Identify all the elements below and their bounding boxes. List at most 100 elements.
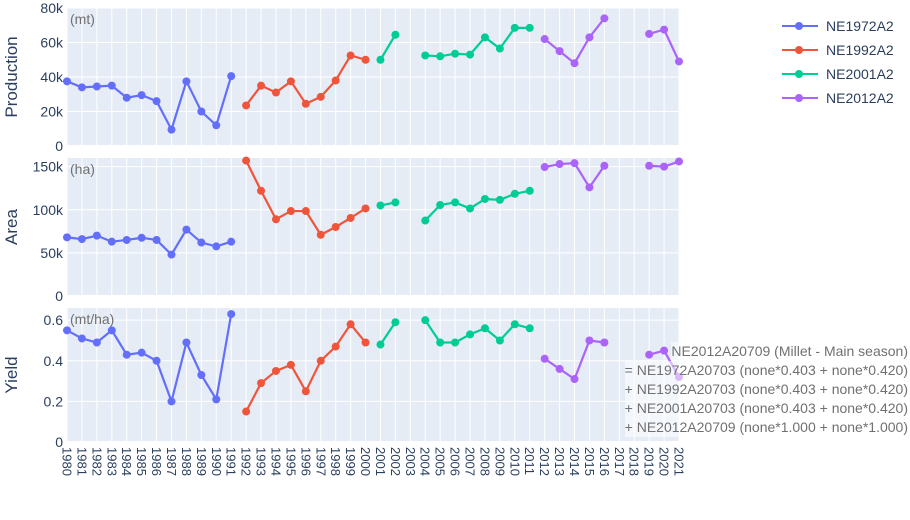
x-tick-label: 1993 [254,447,269,476]
x-tick-label: 1989 [194,447,209,476]
data-point-ne2001a2 [480,324,489,333]
x-tick-label: 1986 [149,447,164,476]
legend-item-ne2012a2[interactable]: NE2012A2 [780,86,894,110]
data-point-ne1972a2 [92,338,101,347]
series-line-ne2001a2 [379,34,397,61]
data-point-ne2012a2 [675,157,683,166]
data-point-ne2001a2 [451,198,460,207]
data-point-ne2012a2 [585,336,594,345]
x-tick-label: 2008 [477,447,492,476]
y-tick-label: 50k [40,245,64,261]
data-point-ne1992a2 [257,81,266,90]
data-point-ne2012a2 [645,161,654,170]
x-tick-label: 2006 [448,447,463,476]
legend-label-ne1972a2: NE1972A2 [826,18,894,34]
panel-background-1 [67,158,679,296]
data-point-ne1972a2 [152,356,161,365]
data-point-ne2012a2 [555,47,564,56]
data-point-ne1972a2 [167,125,176,134]
x-tick-label: 2000 [358,447,373,476]
annotation-line-1: NE2012A20709 (Millet - Main season) [671,342,908,361]
data-point-ne1972a2 [212,121,221,130]
data-point-ne2001a2 [480,194,489,203]
x-tick-label: 2014 [567,447,582,476]
legend-item-ne1992a2[interactable]: NE1992A2 [780,38,894,62]
data-point-ne1972a2 [77,83,86,92]
data-point-ne2001a2 [510,320,519,329]
data-point-ne1992a2 [286,77,295,86]
y-axis-title: Production [2,36,21,117]
x-tick-label: 1998 [328,447,343,476]
data-point-ne2012a2 [570,375,579,384]
data-point-ne2001a2 [451,49,460,58]
data-point-ne1972a2 [122,235,131,244]
panel-background-2 [67,308,679,442]
data-point-ne2012a2 [585,183,594,192]
y-tick-label: 60k [40,35,64,51]
data-point-ne2012a2 [585,33,594,42]
data-point-ne1972a2 [63,233,71,242]
legend-item-ne2001a2[interactable]: NE2001A2 [780,62,894,86]
data-point-ne1972a2 [167,397,176,406]
x-tick-label: 2009 [492,447,507,476]
data-point-ne1972a2 [212,242,221,251]
x-tick-label: 2005 [433,447,448,476]
data-point-ne1992a2 [346,213,355,222]
y-axis-title: Yield [2,356,21,393]
data-point-ne2012a2 [570,159,579,168]
data-point-ne2001a2 [495,44,504,53]
chart-legend[interactable]: NE1972A2 NE1992A2 NE2001A2 NE2012A2 [780,14,894,110]
data-point-ne2012a2 [555,364,564,373]
data-point-ne1972a2 [92,82,101,91]
data-point-ne1992a2 [331,223,340,231]
data-point-ne1972a2 [182,338,191,347]
x-tick-label: 1997 [313,447,328,476]
x-tick-label: 1980 [60,447,75,476]
data-point-ne1992a2 [242,407,251,416]
data-point-ne1992a2 [361,204,370,213]
x-tick-label: 2007 [463,447,478,476]
data-point-ne2012a2 [540,35,549,44]
unit-label: (ha) [70,161,95,177]
y-tick-label: 0.6 [44,312,64,328]
data-point-ne2001a2 [391,318,400,327]
data-point-ne2012a2 [540,354,549,363]
data-point-ne1972a2 [227,72,236,81]
x-tick-label: 2002 [388,447,403,476]
data-point-ne1972a2 [137,233,146,242]
data-point-ne1992a2 [346,51,355,60]
data-point-ne1992a2 [257,186,266,195]
legend-item-ne1972a2[interactable]: NE1972A2 [780,14,894,38]
data-point-ne1972a2 [107,81,116,90]
data-point-ne2001a2 [436,52,445,61]
x-tick-label: 1992 [239,447,254,476]
x-tick-label: 2015 [582,447,597,476]
legend-label-ne2001a2: NE2001A2 [826,66,894,82]
data-point-ne1972a2 [152,235,161,244]
y-tick-label: 0.4 [44,353,64,369]
data-point-ne1992a2 [286,360,295,369]
y-tick-label: 0.2 [44,393,64,409]
x-tick-label: 1985 [134,447,149,476]
y-tick-label: 0 [55,434,63,450]
data-point-ne1972a2 [107,237,116,246]
data-point-ne2001a2 [466,204,475,213]
data-point-ne1972a2 [167,250,176,259]
data-point-ne1992a2 [301,387,310,396]
y-tick-label: 40k [40,69,64,85]
data-point-ne1992a2 [271,366,280,375]
x-tick-label: 2020 [657,447,672,476]
data-point-ne1972a2 [92,231,101,240]
legend-swatch-ne2001a2 [780,67,820,81]
legend-label-ne2012a2: NE2012A2 [826,90,894,106]
data-point-ne2012a2 [600,338,609,347]
data-point-ne1972a2 [227,310,236,319]
data-point-ne2012a2 [540,163,549,172]
data-point-ne2001a2 [495,195,504,204]
data-point-ne1972a2 [137,91,146,100]
data-point-ne1992a2 [331,342,340,351]
data-point-ne2012a2 [645,350,654,359]
data-point-ne2001a2 [510,23,519,32]
x-tick-label: 1982 [89,447,104,476]
data-point-ne2012a2 [645,29,654,38]
